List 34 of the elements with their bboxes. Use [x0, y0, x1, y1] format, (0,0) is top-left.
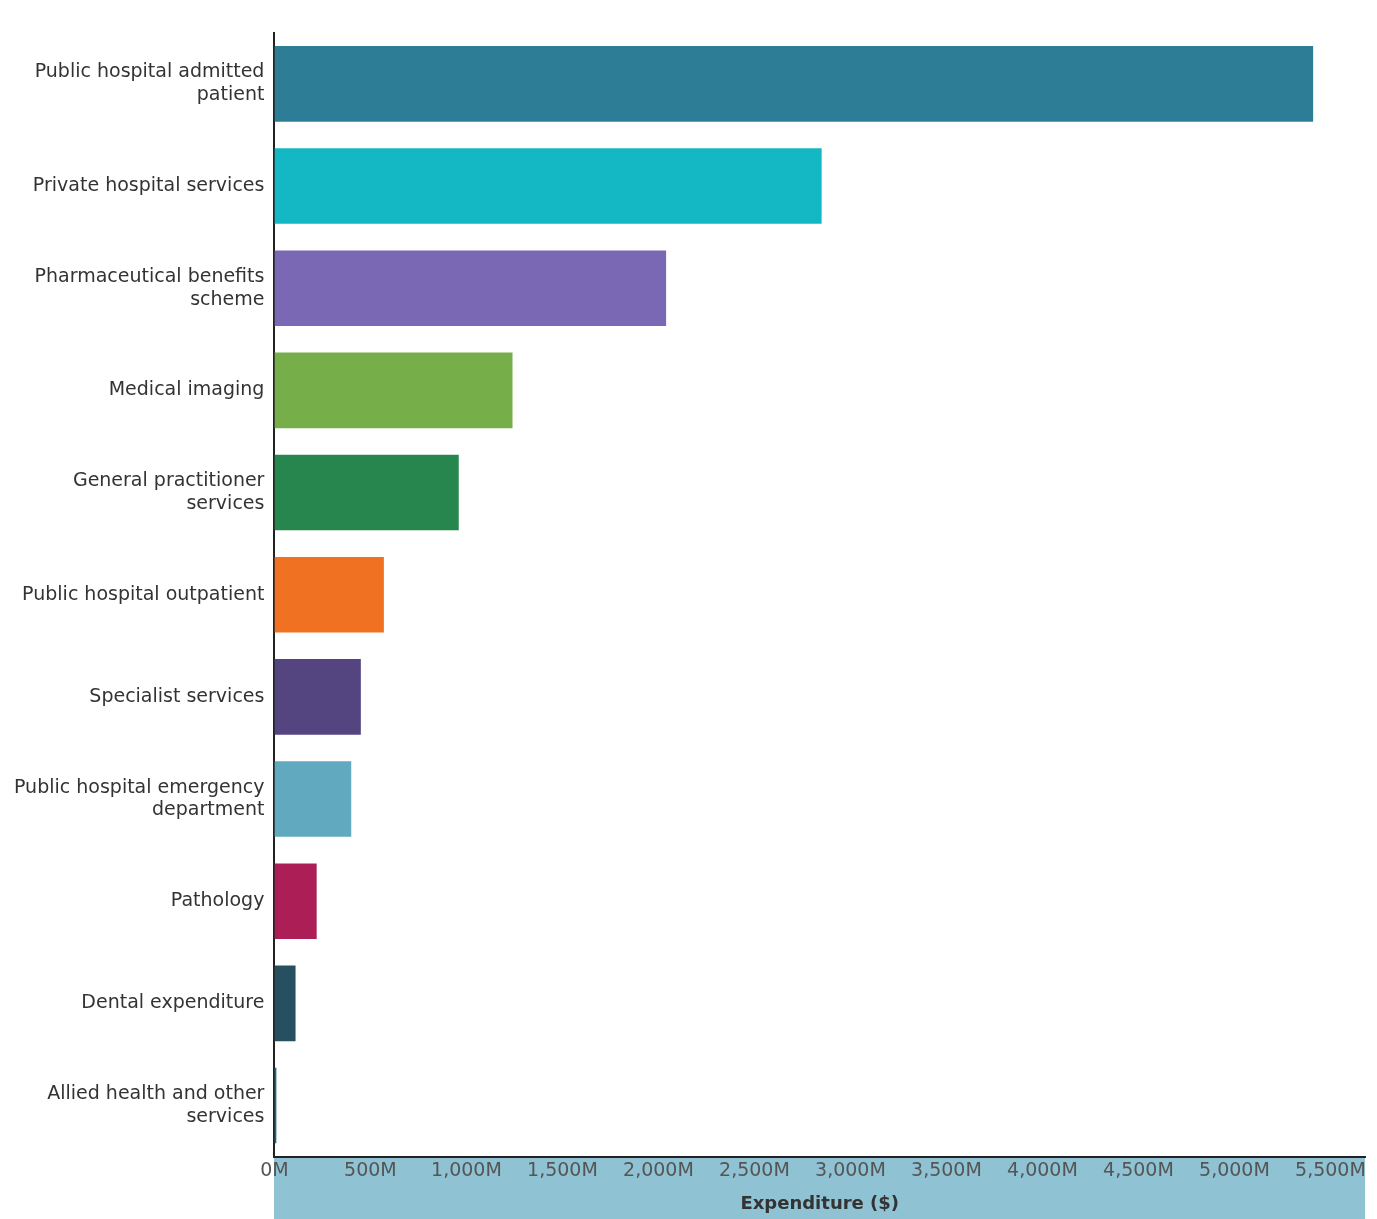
y-tick-label: Allied health and other services [47, 1081, 265, 1126]
y-tick-label: Dental expenditure [81, 990, 265, 1013]
x-axis-title: Expenditure ($) [740, 1191, 900, 1213]
bar [274, 250, 667, 327]
x-tick-label: 4,500M [1103, 1157, 1174, 1180]
y-tick-label: Public hospital emergency department [14, 774, 265, 820]
y-tick-label: Specialist services [89, 683, 265, 706]
bar [274, 965, 296, 1042]
x-tick-label: 1,000M [431, 1157, 502, 1180]
y-tick-label: General practitioner services [72, 468, 265, 513]
y-tick-label: Public hospital admitted patient [34, 59, 265, 105]
x-tick-label: 2,500M [719, 1157, 790, 1180]
bar [274, 659, 361, 735]
x-tick-label: 500M [344, 1157, 397, 1180]
x-tick-label: 3,000M [815, 1157, 886, 1180]
x-tick-label: 5,500M [1295, 1157, 1366, 1180]
bar [274, 46, 1314, 122]
x-tick-label: 5,000M [1199, 1157, 1270, 1180]
y-tick-label: Pathology [170, 888, 265, 911]
y-tick-label: Private hospital services [32, 172, 265, 195]
bar [274, 761, 352, 837]
x-tick-label: 1,500M [527, 1157, 598, 1180]
x-tick-label: 3,500M [911, 1157, 982, 1180]
bar [274, 148, 822, 224]
bar [274, 352, 513, 429]
x-tick-label: 0M [260, 1157, 289, 1180]
x-tick-label: 2,000M [623, 1157, 694, 1180]
y-tick-label: Public hospital outpatient [22, 581, 265, 604]
y-tick-label: Pharmaceutical benefits scheme [34, 263, 265, 309]
y-tick-label: Medical imaging [108, 377, 265, 400]
bar [274, 454, 459, 531]
bar [274, 863, 317, 939]
x-tick-label: 4,000M [1007, 1157, 1078, 1180]
bar [274, 556, 384, 633]
